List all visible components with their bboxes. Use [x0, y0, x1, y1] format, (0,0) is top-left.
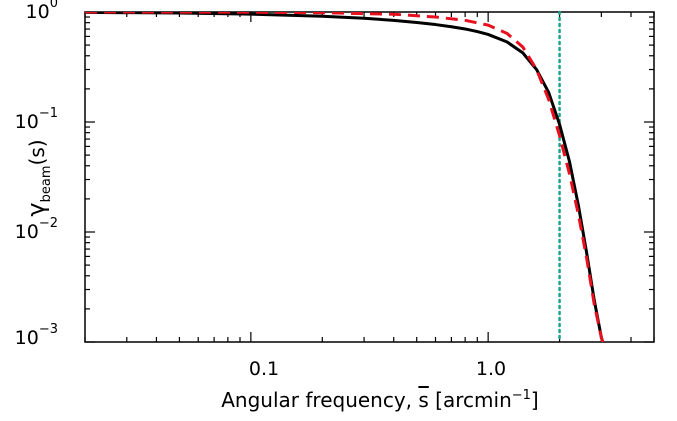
solid-series-line	[85, 12, 605, 342]
plot-area	[84, 10, 655, 344]
x-tick-label: 1.0	[476, 358, 506, 380]
major-ticks	[85, 12, 654, 343]
x-axis-title: Angular frequency, s [arcmin−1]	[221, 388, 538, 412]
y-tick-labels: 100 10−1 10−2 10−3	[15, 0, 58, 349]
y-tick-label: 100	[26, 0, 58, 23]
plot-frame	[84, 11, 655, 343]
y-tick-label: 10−1	[15, 106, 58, 133]
y-tick-label: 10−3	[15, 322, 58, 349]
x-tick-label: 0.1	[249, 358, 279, 380]
minor-ticks	[84, 12, 655, 342]
x-tick-labels: 0.1 1.0	[249, 358, 506, 380]
y-axis-title: γbeam(s)	[22, 139, 54, 216]
series-layer	[85, 10, 605, 344]
y-tick-label: 10−2	[15, 216, 58, 243]
dashed-series-line	[85, 12, 605, 342]
